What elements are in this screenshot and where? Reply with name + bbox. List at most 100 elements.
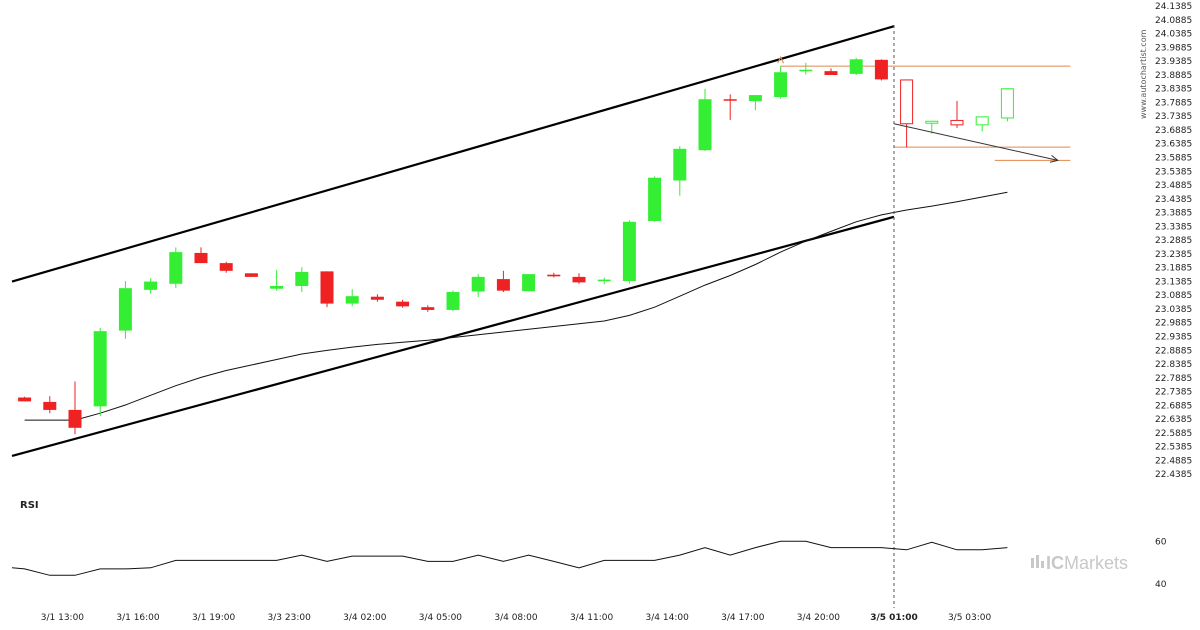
price-tick-label: 22.5385 (1155, 443, 1192, 453)
candle-body (219, 263, 233, 271)
price-tick-label: 23.6885 (1155, 126, 1192, 136)
candle (950, 100, 964, 128)
price-tick-label: 23.2885 (1155, 236, 1192, 246)
watermark: www.autochartist.com (1139, 29, 1148, 119)
moving-average-line (24, 191, 1008, 421)
candle (144, 278, 158, 294)
channel-upper-line (11, 25, 895, 283)
price-tick-label: 22.9385 (1155, 333, 1192, 343)
candle-body (18, 397, 32, 402)
candle (219, 261, 233, 273)
svg-text:ICMarkets: ICMarkets (1046, 553, 1128, 573)
candle-body (244, 273, 258, 277)
time-axis: 3/1 13:00 3/1 16:00 3/1 19:00 3/3 23:00 3/4 … (41, 613, 992, 623)
price-tick-label: 24.1385 (1155, 2, 1192, 12)
channel-layer (11, 25, 895, 457)
candle-body (824, 71, 838, 75)
candle (471, 274, 485, 297)
candle (320, 271, 334, 308)
candle-body (370, 296, 384, 300)
brand-logo-icon (1031, 555, 1044, 568)
candle (270, 269, 284, 291)
time-tick-label: 3/4 02:00 (343, 613, 387, 623)
time-tick-label: 3/4 11:00 (570, 613, 614, 623)
candle-body (43, 401, 57, 410)
candle-body (93, 331, 107, 407)
price-tick-label: 22.4885 (1155, 456, 1192, 466)
candle (93, 327, 107, 416)
candle-body (270, 285, 284, 289)
candle-body (522, 274, 536, 292)
candle (118, 281, 132, 339)
time-tick-label: 3/4 14:00 (646, 613, 690, 623)
candle (194, 247, 208, 264)
candle (18, 396, 32, 402)
candle (900, 79, 914, 148)
time-tick-label: 3/4 20:00 (797, 613, 841, 623)
candle-body (673, 148, 687, 181)
rsi-line (11, 540, 1008, 576)
candle (68, 381, 82, 435)
candle-body (169, 252, 183, 284)
candle (169, 247, 183, 288)
price-tick-label: 22.8885 (1155, 346, 1192, 356)
price-tick-label: 23.3885 (1155, 209, 1192, 219)
candle-body (648, 177, 662, 221)
price-tick-label: 22.5885 (1155, 429, 1192, 439)
candle-body (471, 276, 485, 292)
candle (648, 176, 662, 222)
price-tick-label: 22.4385 (1155, 470, 1192, 480)
price-tick-label: 23.3385 (1155, 222, 1192, 232)
price-tick-label: 23.8385 (1155, 85, 1192, 95)
rsi-panel: RSI 60 40 (11, 500, 1167, 590)
candle (446, 290, 460, 312)
candle-body (849, 59, 863, 74)
candle (824, 68, 838, 75)
candle (597, 277, 611, 285)
price-tick-label: 22.6885 (1155, 401, 1192, 411)
candle-body (698, 99, 712, 151)
candle-body (723, 99, 737, 101)
peak-marker (777, 56, 785, 64)
rsi-label: RSI (20, 500, 39, 511)
price-tick-label: 22.9885 (1155, 319, 1192, 329)
candle (774, 66, 788, 99)
candle-body (496, 279, 510, 291)
candle-body (421, 307, 435, 310)
brand-logo-suffix: Markets (1064, 553, 1128, 573)
moving-average-layer (24, 191, 1008, 421)
candle (673, 146, 687, 196)
rsi-tick-label: 40 (1155, 580, 1167, 590)
candle-body (774, 72, 788, 98)
candle (874, 59, 888, 81)
candle-body (975, 116, 989, 126)
price-tick-label: 23.0885 (1155, 291, 1192, 301)
candle (295, 267, 309, 293)
candle (547, 272, 561, 278)
projection-line (893, 123, 1058, 161)
candle-body (572, 276, 586, 283)
price-tick-label: 23.2385 (1155, 250, 1192, 260)
candle (345, 289, 359, 307)
time-tick-label: 3/1 16:00 (116, 613, 160, 623)
candle-body (622, 221, 636, 282)
candle-body (874, 59, 888, 80)
candle-body (320, 271, 334, 304)
candle (799, 62, 813, 75)
candle (496, 270, 510, 293)
candle-body (597, 279, 611, 282)
brand-logo: ICMarkets (1031, 553, 1128, 573)
candle (622, 220, 636, 284)
price-tick-label: 23.4385 (1155, 195, 1192, 205)
price-tick-label: 24.0385 (1155, 30, 1192, 40)
price-tick-label: 23.5385 (1155, 167, 1192, 177)
time-tick-label: 3/4 05:00 (419, 613, 463, 623)
time-tick-label: 3/1 13:00 (41, 613, 85, 623)
candle-body (68, 409, 82, 428)
price-tick-label: 22.6385 (1155, 415, 1192, 425)
price-tick-label: 24.0885 (1155, 16, 1192, 26)
candle-body (950, 119, 964, 126)
price-tick-label: 23.4885 (1155, 181, 1192, 191)
candle (723, 94, 737, 120)
